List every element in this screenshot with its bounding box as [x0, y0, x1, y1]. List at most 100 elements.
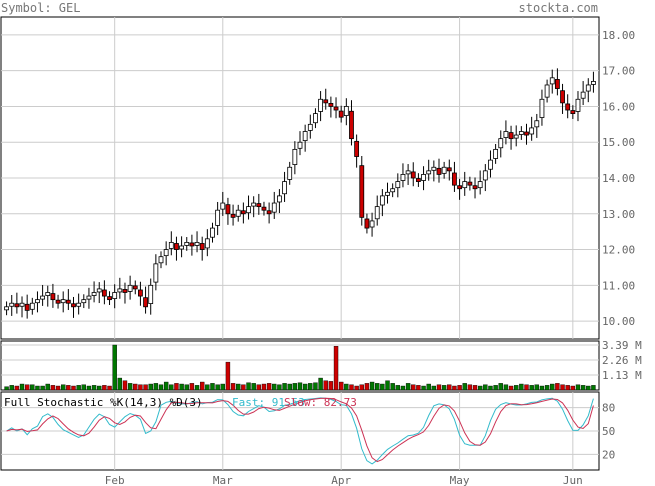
volume-bar	[426, 383, 431, 391]
candle-body	[220, 202, 226, 210]
volume-bar	[194, 385, 200, 391]
volume-grid	[1, 344, 599, 376]
candle-body	[307, 123, 313, 131]
volume-bar	[447, 384, 452, 391]
volume-bar	[493, 385, 498, 391]
volume-bar	[169, 384, 174, 391]
volume-bar	[30, 384, 35, 391]
volume-bar	[477, 385, 483, 391]
candle-body	[29, 302, 35, 310]
candle-body	[395, 181, 401, 189]
volume-bar	[50, 385, 56, 391]
candle-body	[81, 299, 87, 304]
candle-body	[488, 159, 493, 170]
volume-bar	[251, 383, 256, 391]
volume-bar	[457, 385, 462, 391]
volume-bar	[189, 383, 195, 391]
volume-bar	[19, 383, 25, 391]
volume-bar	[24, 384, 30, 391]
candle-body	[107, 296, 112, 301]
stochastic-tick-label: 80	[602, 402, 615, 415]
candle-body	[158, 256, 164, 264]
volume-tick-label: 2.26 M	[602, 354, 642, 367]
volume-bar	[179, 383, 184, 391]
volume-bar	[308, 383, 313, 391]
volume-bar	[400, 385, 406, 391]
volume-bar	[220, 383, 225, 391]
candle-body	[374, 206, 380, 220]
volume-bar	[560, 384, 565, 391]
candle-body	[138, 289, 143, 297]
month-label: May	[450, 474, 470, 486]
volume-bar	[266, 383, 272, 391]
candle-body	[482, 170, 488, 181]
volume-bar	[483, 384, 488, 391]
volume-bar	[385, 380, 390, 391]
volume-bar	[550, 383, 555, 391]
candle-body	[101, 289, 107, 297]
candle-body	[65, 299, 71, 304]
volume-bar	[472, 385, 478, 391]
candle-body	[591, 81, 596, 85]
volume-bars	[4, 344, 596, 391]
volume-bar	[133, 383, 138, 391]
volume-bar	[586, 385, 591, 391]
stochastic-fast-label: Fast: 91.53	[232, 396, 305, 409]
volume-bar	[431, 385, 437, 391]
candle-body	[143, 297, 148, 308]
candle-body	[338, 110, 344, 118]
volume-bar	[55, 385, 61, 391]
candle-body	[452, 172, 457, 186]
volume-bar	[215, 384, 220, 391]
stochastic-slow-line	[6, 397, 594, 463]
volume-bar	[35, 385, 40, 391]
candles	[4, 68, 596, 319]
candle-body	[148, 284, 154, 304]
month-label: Feb	[105, 474, 125, 486]
stochastic-tick-label: 20	[602, 448, 615, 461]
candle-body	[76, 302, 82, 307]
candle-body	[91, 292, 97, 296]
price-panel: 18.00 17.00 16.00 15.00 14.00 13.00 12.00 11.00…	[0, 16, 635, 340]
candle-body	[580, 91, 586, 99]
volume-bar	[138, 384, 143, 391]
volume-bar	[76, 385, 81, 391]
price-tick-label: 15.00	[602, 136, 635, 149]
candle-body	[246, 206, 251, 214]
candle-body	[40, 295, 46, 300]
volume-bar	[318, 377, 323, 391]
candle-body	[472, 185, 478, 190]
volume-bar	[45, 383, 50, 391]
month-label: Jun	[563, 474, 583, 486]
price-tick-label: 13.00	[602, 208, 635, 221]
volume-bar	[236, 383, 241, 391]
candle-body	[210, 227, 215, 238]
candle-body	[117, 288, 123, 293]
candle-body	[266, 210, 272, 215]
volume-bar	[508, 385, 514, 391]
volume-bar	[498, 383, 503, 391]
candle-body	[513, 134, 519, 139]
candle-body	[297, 141, 303, 149]
volume-bar	[246, 382, 251, 391]
candle-body	[163, 249, 169, 257]
volume-bar	[261, 383, 267, 391]
candle-body	[410, 171, 416, 179]
candle-body	[168, 241, 174, 249]
volume-bar	[591, 385, 596, 391]
candle-body	[467, 181, 473, 186]
volume-bar	[61, 384, 66, 391]
volume-bar	[66, 385, 71, 391]
candle-body	[554, 79, 560, 89]
volume-bar	[4, 386, 9, 391]
volume-bar	[344, 383, 349, 391]
candle-body	[153, 263, 159, 283]
candle-body	[400, 174, 406, 181]
candle-body	[560, 90, 565, 104]
candle-body	[343, 106, 349, 116]
volume-bar	[354, 385, 359, 391]
volume-bar	[421, 385, 426, 391]
candle-body	[477, 181, 483, 189]
candle-body	[132, 285, 138, 290]
candle-body	[333, 106, 339, 111]
